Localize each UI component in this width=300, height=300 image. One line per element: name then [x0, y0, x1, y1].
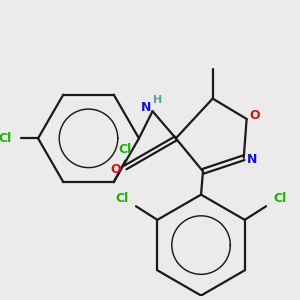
Text: Cl: Cl [0, 132, 12, 145]
Text: H: H [153, 94, 162, 105]
Text: O: O [249, 109, 260, 122]
Text: N: N [141, 101, 151, 114]
Text: N: N [247, 153, 258, 166]
Text: Cl: Cl [116, 192, 129, 205]
Text: O: O [110, 163, 121, 176]
Text: Cl: Cl [119, 142, 132, 156]
Text: Cl: Cl [273, 192, 286, 205]
